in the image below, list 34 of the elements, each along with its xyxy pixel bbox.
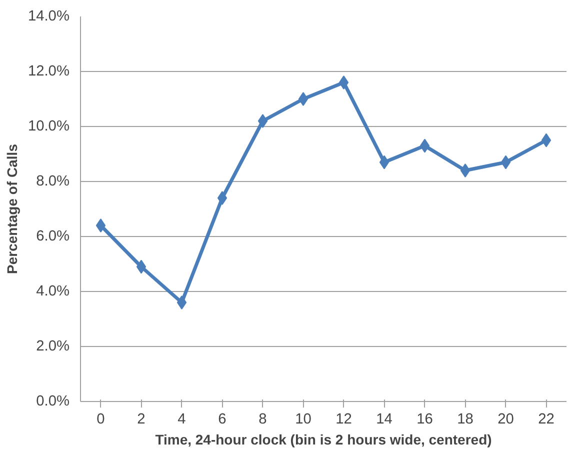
y-tick-label: 12.0% [28,64,70,80]
point [217,191,228,205]
point [96,218,106,232]
point [338,76,349,90]
y-tick-label: 2.0% [36,338,70,354]
x-tick-label: 14 [376,412,392,428]
point [379,155,390,170]
y-tick-label: 8.0% [36,174,70,190]
x-tick-label: 10 [295,412,312,428]
y-tick-label: 4.0% [36,284,70,300]
x-tick-label: 2 [137,412,146,428]
point [298,92,308,106]
point [541,133,552,148]
x-tick-label: 20 [498,412,514,428]
x-tick-label: 12 [336,412,352,428]
x-tick-label: 18 [457,412,474,428]
point [420,138,430,153]
y-tick-label: 6.0% [36,228,70,244]
point [460,164,470,178]
y-tick-label: 0.0% [36,394,70,410]
y-axis-title: Percentage of Calls [4,144,20,274]
x-axis-title: Time, 24-hour clock (bin is 2 hours wide, centered) [155,432,492,448]
x-tick-label: 8 [258,412,267,428]
x-tick-label: 0 [96,412,105,428]
x-tick-label: 16 [416,412,433,428]
x-tick-label: 4 [178,412,186,428]
x-tick-label: 6 [218,412,226,428]
x-tick-label: 22 [538,412,554,428]
y-tick-label: 14.0% [28,8,70,24]
point [176,296,187,310]
point [136,260,146,274]
y-tick-label: 10.0% [28,118,70,134]
point [258,114,268,128]
point [500,155,511,170]
